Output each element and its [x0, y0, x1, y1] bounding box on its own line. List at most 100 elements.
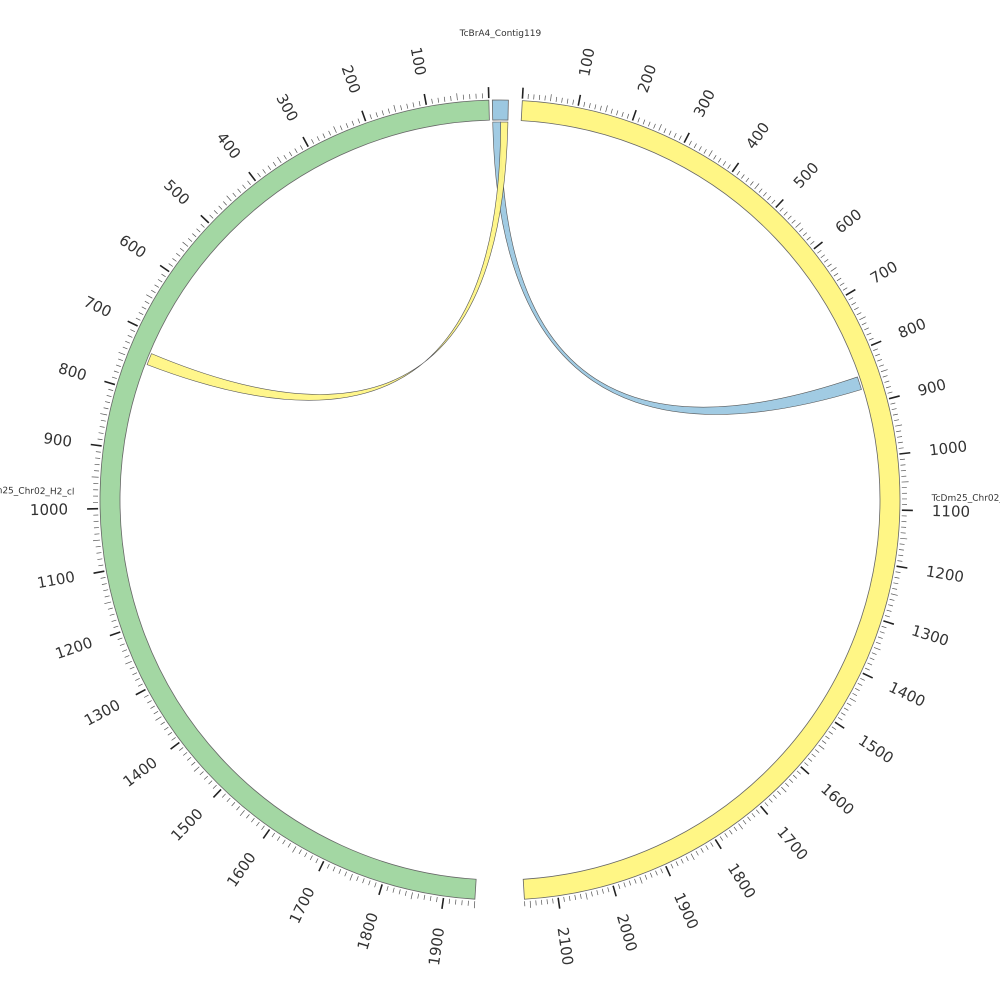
tick-minor — [791, 219, 796, 224]
tick-minor — [95, 451, 101, 453]
tick-minor — [836, 277, 842, 282]
tick-minor — [842, 287, 848, 291]
tick-minor — [896, 430, 902, 433]
link-ctg-h1 — [492, 121, 862, 415]
tick-minor — [599, 105, 602, 111]
tick-minor — [799, 228, 804, 232]
tick-label: 1100 — [36, 568, 77, 592]
tick-minor — [103, 407, 109, 410]
tick-minor — [717, 158, 722, 163]
tick-minor — [859, 316, 866, 321]
tick-minor — [109, 613, 115, 616]
tick-minor — [154, 284, 159, 288]
tick-minor — [823, 259, 829, 263]
tick-label: 1800 — [724, 860, 760, 902]
tick-major — [200, 214, 210, 224]
tick-minor — [623, 882, 626, 888]
tick-label: 1100 — [932, 502, 971, 521]
tick-minor — [236, 806, 240, 811]
tick-minor — [898, 447, 904, 449]
tick-minor — [653, 123, 656, 129]
tick-minor — [817, 249, 822, 254]
tick-minor — [115, 364, 121, 367]
tick-minor — [897, 436, 903, 438]
tick-minor — [339, 125, 343, 131]
tick-minor — [168, 263, 173, 267]
tick-minor — [135, 317, 141, 321]
tick-minor — [431, 98, 433, 104]
tick-minor — [167, 732, 173, 736]
tick-minor — [890, 593, 898, 596]
tick-minor — [283, 154, 287, 160]
tick-minor — [357, 118, 361, 124]
tick-label: 100 — [575, 46, 598, 78]
tick-minor — [892, 413, 898, 416]
tick-minor — [849, 697, 857, 702]
tick-label: 1900 — [425, 926, 448, 966]
tick-minor — [851, 302, 857, 306]
tick-minor — [867, 662, 873, 666]
tick-minor — [884, 380, 890, 383]
tick-minor — [196, 228, 201, 233]
tick-minor — [242, 184, 246, 189]
tick-major — [577, 94, 582, 106]
tick-minor — [277, 156, 282, 163]
tick-minor — [393, 104, 396, 112]
tick-minor — [182, 752, 188, 756]
tick-minor — [103, 589, 109, 592]
tick-minor — [100, 577, 106, 579]
tick-label: 900 — [42, 429, 73, 451]
tick-minor — [596, 890, 599, 896]
tick-minor — [733, 826, 738, 832]
links-layer — [146, 121, 862, 415]
tick-minor — [754, 183, 760, 190]
tick-major — [212, 788, 222, 798]
tick-major — [521, 87, 524, 99]
tick-minor — [309, 855, 313, 861]
tick-minor — [695, 850, 699, 856]
tick-major — [262, 828, 271, 839]
tick-minor — [455, 899, 457, 905]
tick-minor — [101, 583, 107, 585]
tick-minor — [322, 133, 326, 139]
tick-major — [714, 839, 722, 850]
tick-minor — [764, 802, 769, 807]
tick-minor — [118, 351, 126, 356]
tick-minor — [866, 332, 872, 336]
tick-minor — [113, 625, 119, 628]
tick-minor — [179, 747, 184, 751]
tick-minor — [741, 174, 745, 179]
tick-minor — [857, 682, 863, 686]
tick-major — [557, 897, 561, 909]
tick-minor — [708, 150, 713, 157]
tick-minor — [861, 322, 867, 326]
link-ctg-h2 — [146, 121, 509, 401]
tick-minor — [187, 238, 193, 242]
tick-label: 200 — [634, 62, 660, 95]
tick-minor — [200, 223, 205, 228]
segment-name-h1: TcDm25_Chr02_H1 — [931, 494, 1000, 504]
tick-minor — [854, 307, 859, 311]
tick-minor — [865, 667, 870, 671]
tick-major — [302, 136, 309, 148]
tick-minor — [668, 130, 672, 136]
tick-minor — [703, 149, 707, 154]
tick-minor — [655, 870, 658, 876]
tick-minor — [649, 872, 653, 878]
tick-minor — [172, 258, 177, 262]
tick-minor — [333, 126, 337, 133]
tick-minor — [588, 103, 591, 109]
tick-minor — [898, 549, 904, 551]
tick-major — [441, 897, 445, 910]
tick-minor — [738, 823, 743, 830]
tick-minor — [771, 199, 776, 204]
tick-minor — [751, 813, 756, 818]
tick-minor — [95, 457, 101, 459]
tick-minor — [153, 711, 159, 715]
tick-minor — [590, 891, 593, 897]
tick-minor — [616, 110, 619, 116]
tick-minor — [179, 248, 185, 252]
tick-minor — [328, 130, 332, 136]
tick-label: 1000 — [928, 437, 968, 459]
tick-minor — [386, 886, 389, 892]
